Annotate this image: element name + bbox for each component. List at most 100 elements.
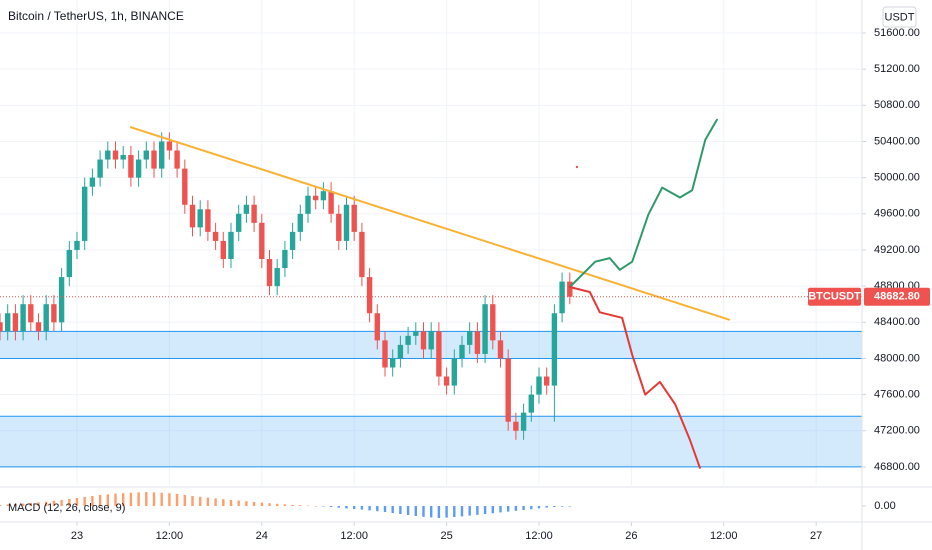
- candle-body: [259, 222, 265, 259]
- macd-bar: [175, 494, 179, 506]
- macd-bar: [422, 506, 425, 517]
- candle-body: [397, 344, 404, 359]
- candle-body: [459, 344, 465, 359]
- candle-body: [135, 159, 142, 178]
- y-tick-label: 47200.00: [874, 425, 920, 437]
- candle-body: [66, 249, 72, 278]
- candle-body: [482, 304, 488, 354]
- macd-bar: [399, 506, 402, 514]
- candle-body: [305, 195, 311, 214]
- macd-bar: [121, 493, 125, 506]
- candle-body: [266, 258, 273, 287]
- chart-title: Bitcoin / TetherUS, 1h, BINANCE: [8, 9, 184, 23]
- macd-bar: [345, 506, 348, 509]
- candle-body: [28, 304, 34, 323]
- x-tick-label: 23: [71, 530, 83, 542]
- macd-bar: [391, 506, 394, 513]
- macd-bar: [360, 506, 364, 510]
- macd-bar: [322, 506, 325, 507]
- y-tick-label: 49200.00: [874, 244, 920, 256]
- macd-bar: [206, 497, 210, 506]
- macd-bar: [483, 506, 487, 514]
- macd-bar: [460, 506, 464, 517]
- macd-bar: [568, 506, 571, 507]
- candle-body: [120, 155, 126, 160]
- candle-body: [474, 331, 481, 354]
- x-tick-label: 25: [440, 530, 452, 542]
- macd-bar: [499, 506, 502, 513]
- macd-bar: [352, 506, 356, 509]
- x-tick-label: 12:00: [340, 530, 368, 542]
- macd-bar: [214, 498, 217, 506]
- y-tick-label: 46800.00: [874, 461, 920, 473]
- candle-body: [143, 150, 149, 160]
- x-tick-label: 12:00: [710, 530, 738, 542]
- currency-button[interactable]: [882, 6, 917, 28]
- macd-bar: [183, 495, 186, 506]
- macd-bar: [198, 496, 202, 506]
- candle-body: [351, 204, 357, 232]
- candle-body: [251, 204, 257, 223]
- macd-bar: [129, 492, 133, 506]
- macd-bar: [291, 504, 294, 506]
- macd-bar: [514, 506, 518, 511]
- macd-bar: [252, 502, 256, 506]
- macd-bar: [406, 506, 410, 515]
- y-tick-label: 51200.00: [874, 63, 920, 75]
- candle-body: [159, 141, 165, 169]
- y-tick-label: 50000.00: [874, 172, 920, 184]
- macd-bar: [160, 492, 163, 506]
- macd-bar: [6, 504, 9, 506]
- macd-bar: [106, 494, 109, 506]
- axes: 51600.00 51200.00 50800.00 50400.00 50000.00…: [71, 27, 930, 542]
- candle-body: [20, 304, 26, 332]
- candle-body: [282, 249, 288, 269]
- candle-body: [520, 412, 527, 431]
- candle-body: [359, 231, 365, 278]
- macd-bar: [537, 506, 541, 509]
- macd-bar: [0, 505, 2, 506]
- candle-body: [274, 268, 280, 287]
- macd-bar: [414, 506, 417, 516]
- macd-bar: [137, 492, 140, 506]
- macd-bar: [383, 506, 387, 512]
- price-pane: [0, 0, 862, 485]
- macd-bar: [560, 506, 564, 507]
- candle-body: [236, 213, 242, 232]
- candle-body: [58, 277, 65, 323]
- macd-bar: [491, 506, 494, 514]
- macd-bar: [14, 504, 17, 506]
- x-tick-label: 12:00: [525, 530, 553, 542]
- candle-body: [205, 209, 211, 232]
- candle-body: [89, 177, 96, 187]
- currency-label[interactable]: USDT: [885, 11, 915, 23]
- macd-bar: [237, 500, 240, 506]
- x-tick-label: 26: [625, 530, 637, 542]
- macd-bar: [337, 506, 340, 508]
- price-badge: [864, 287, 930, 306]
- macd-bar: [545, 506, 548, 508]
- candle-body: [528, 394, 534, 413]
- candle-body: [428, 331, 434, 350]
- macd-bar: [260, 502, 263, 506]
- candle-body: [82, 186, 88, 241]
- macd-bar: [368, 506, 371, 511]
- macd-bar: [306, 505, 310, 507]
- macd-title: MACD (12, 26, close, 9): [8, 502, 125, 514]
- candle-body: [343, 204, 350, 241]
- macd-bar: [75, 498, 79, 506]
- candle-body: [389, 358, 396, 368]
- macd-bar: [222, 499, 225, 506]
- macd-bar: [98, 495, 102, 506]
- symbol-badge: [808, 287, 861, 306]
- macd-bar: [506, 506, 510, 512]
- candle-body: [567, 281, 573, 297]
- macd-bar: [229, 500, 233, 506]
- macd-bar: [52, 500, 56, 506]
- x-tick-label: 12:00: [156, 530, 184, 542]
- macd-bar: [145, 492, 148, 506]
- macd-bar: [329, 506, 333, 507]
- trendline: [129, 126, 731, 321]
- candle-body: [420, 331, 427, 350]
